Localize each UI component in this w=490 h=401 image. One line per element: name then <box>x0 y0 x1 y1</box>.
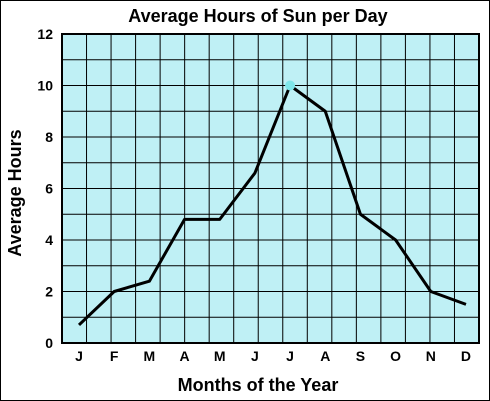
peak-point <box>285 80 296 91</box>
x-tick-label: A <box>320 348 330 364</box>
y-tick-label: 8 <box>45 129 53 145</box>
y-tick-label: 10 <box>37 78 53 94</box>
plot-border <box>61 33 480 344</box>
series <box>77 80 467 327</box>
y-tick-label: 12 <box>37 26 53 42</box>
series-line <box>77 84 467 327</box>
x-tick-label: O <box>390 348 401 364</box>
x-tick-label: J <box>251 348 259 364</box>
x-tick-label: S <box>356 348 365 364</box>
y-tick-label: 0 <box>45 335 53 351</box>
grid <box>61 33 480 344</box>
x-tick-label: M <box>214 348 226 364</box>
y-tick-label: 2 <box>45 284 53 300</box>
x-axis-label: Months of the Year <box>178 375 339 395</box>
chart-title: Average Hours of Sun per Day <box>128 6 387 26</box>
y-tick-label: 6 <box>45 181 53 197</box>
y-axis-label: Average Hours <box>5 129 25 256</box>
y-tick-label: 4 <box>45 232 53 248</box>
x-tick-label: F <box>110 348 119 364</box>
x-tick-label: J <box>75 348 83 364</box>
x-tick-label: A <box>179 348 189 364</box>
tick-labels: 0 2 4 6 8 10 12 J F M A M J J A S O N D <box>37 26 471 364</box>
x-tick-label: D <box>461 348 471 364</box>
x-tick-label: J <box>286 348 294 364</box>
x-tick-label: N <box>426 348 436 364</box>
x-tick-label: M <box>144 348 156 364</box>
